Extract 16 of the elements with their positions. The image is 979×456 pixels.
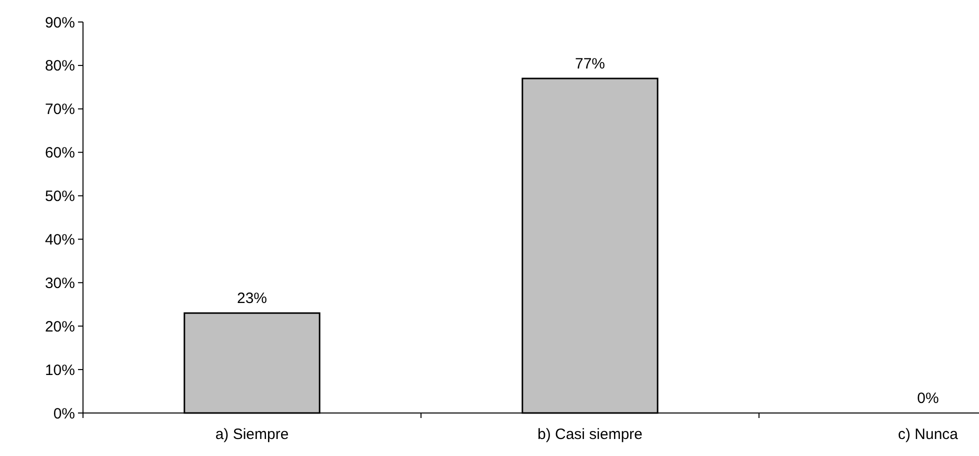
x-tick-label: a) Siempre — [215, 426, 289, 443]
x-tick-label: b) Casi siempre — [537, 426, 643, 443]
y-tick-label: 80% — [44, 58, 75, 75]
data-label: 23% — [236, 290, 268, 308]
x-tick-label: c) Nunca — [898, 426, 959, 443]
y-tick-label: 20% — [44, 318, 75, 336]
y-tick-label: 70% — [44, 101, 75, 118]
y-tick-label: 90% — [44, 14, 75, 32]
y-tick-label: 10% — [44, 362, 75, 379]
data-label: 0% — [917, 390, 939, 407]
y-tick-label: 60% — [44, 144, 75, 162]
y-tick-label: 50% — [44, 188, 75, 206]
data-label: 77% — [574, 55, 606, 72]
y-tick-label: 30% — [44, 274, 75, 292]
y-tick-label: 0% — [53, 405, 75, 422]
y-tick-label: 40% — [44, 231, 75, 248]
